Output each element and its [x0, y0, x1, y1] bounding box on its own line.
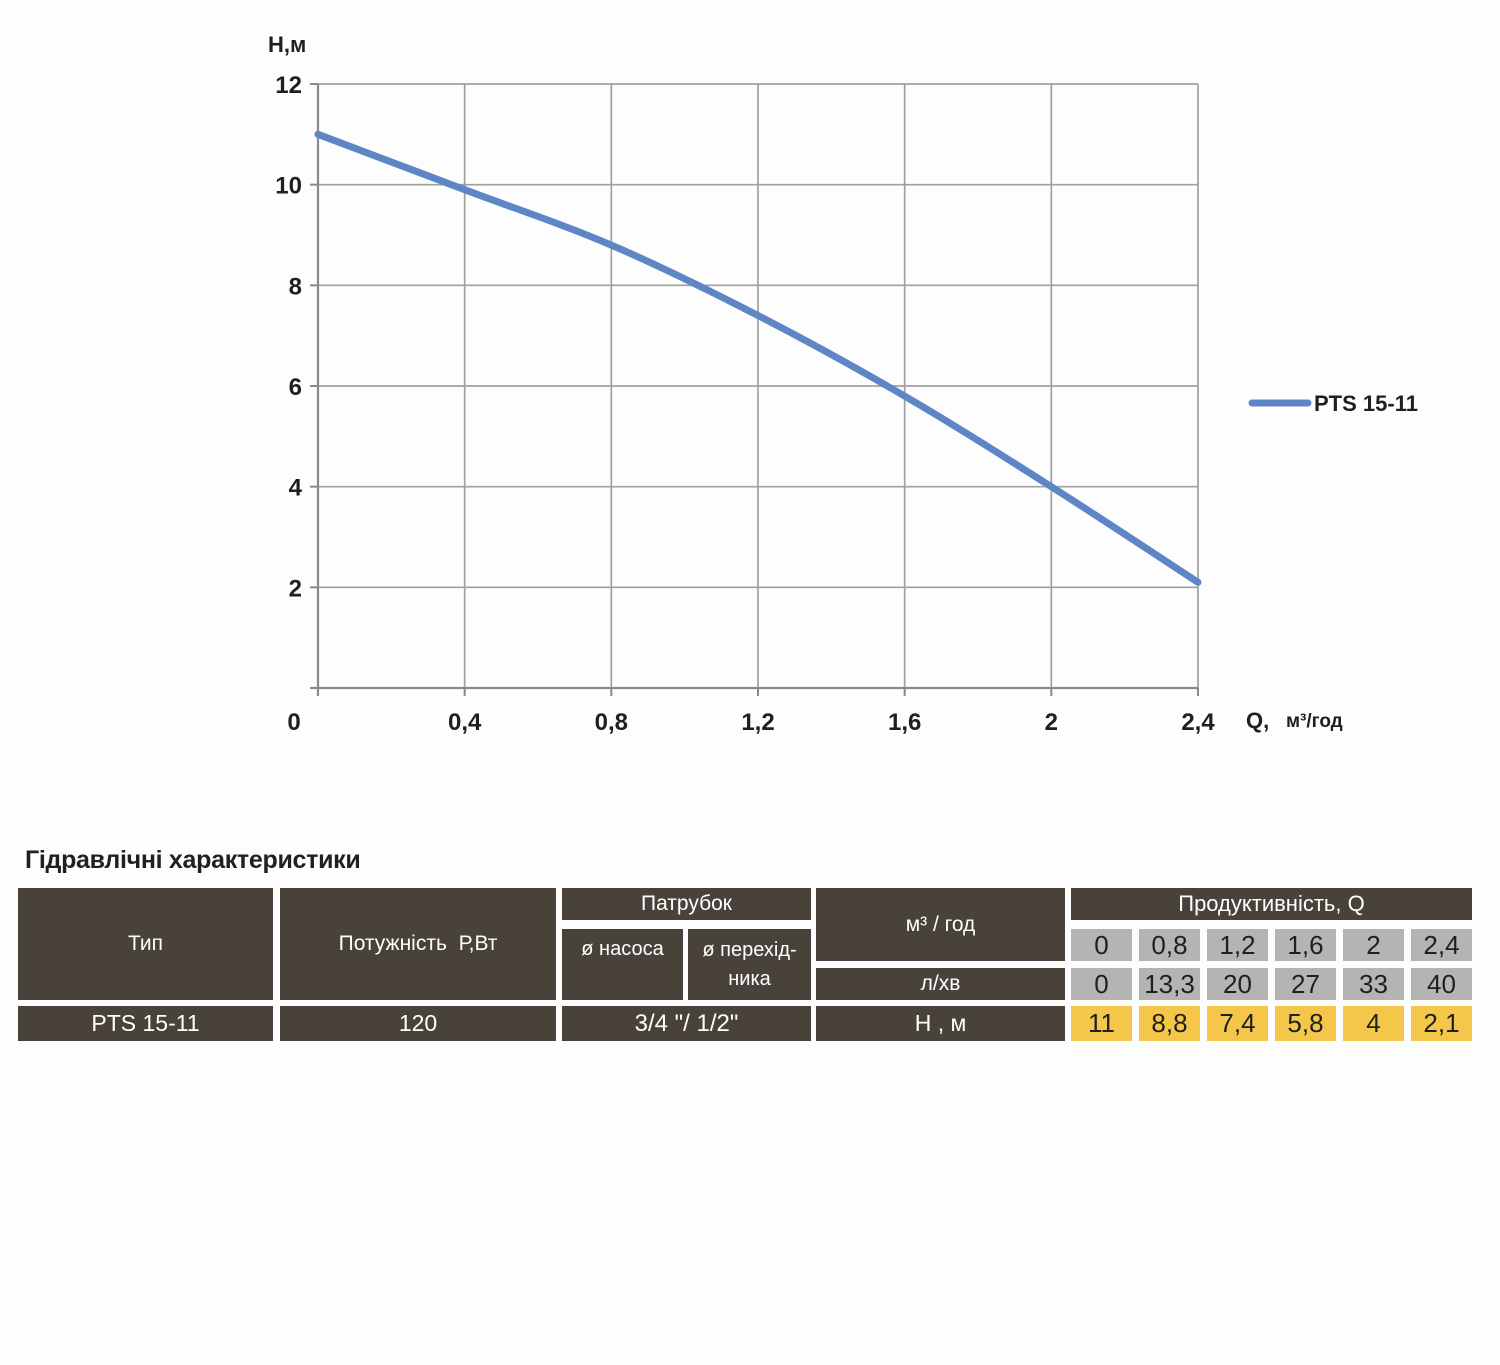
q-m3h-cell: 1,2 — [1207, 929, 1268, 961]
head-value-cell: 11 — [1071, 1006, 1132, 1041]
x-tick-label: 2 — [1045, 709, 1058, 736]
x-axis-title: Q, — [1246, 708, 1269, 733]
header-pipe-group: Патрубок — [562, 888, 811, 920]
x-tick-label: 2,4 — [1181, 709, 1215, 736]
header-pipe-adapter-line1: ø перехід- — [702, 939, 797, 961]
head-value-cell: 2,1 — [1411, 1006, 1472, 1041]
pump-curve — [314, 130, 1202, 586]
head-value-cell: 8,8 — [1139, 1006, 1200, 1041]
pump-curve-chart: 0 0,4 0,8 1,2 1,6 2 2,4 2 4 6 8 10 12 Н,м Q, м³/год… — [268, 32, 1418, 736]
header-pipe-adapter-line2: ника — [728, 968, 771, 990]
y-tick-label: 10 — [275, 173, 302, 200]
header-pipe-adapter: ø перехід- ника — [688, 929, 811, 1000]
legend: PTS 15-11 — [1248, 391, 1418, 416]
header-lmin: л/хв — [816, 968, 1065, 1000]
header-productivity: Продуктивність, Q — [1071, 888, 1472, 920]
y-tick-label: 12 — [275, 72, 302, 99]
y-axis-title: Н,м — [268, 32, 306, 57]
legend-label: PTS 15-11 — [1314, 391, 1418, 416]
x-axis-unit: м³/год — [1286, 711, 1343, 732]
q-lmin-cell: 0 — [1071, 968, 1132, 1000]
q-lmin-cell: 27 — [1275, 968, 1336, 1000]
q-m3h-cell: 2 — [1343, 929, 1404, 961]
x-tick-label: 1,6 — [888, 709, 921, 736]
row-pipe: 3/4 "/ 1/2" — [562, 1006, 811, 1041]
y-tick-label: 6 — [289, 374, 302, 401]
q-lmin-cell: 40 — [1411, 968, 1472, 1000]
q-m3h-cell: 0,8 — [1139, 929, 1200, 961]
gridlines — [318, 83, 1199, 688]
q-m3h-cell: 1,6 — [1275, 929, 1336, 961]
header-m3h: м³ / год — [816, 888, 1065, 961]
table-title: Гідравлічні характеристики — [25, 846, 361, 874]
q-m3h-cell: 0 — [1071, 929, 1132, 961]
header-power: Потужність Р,Вт — [280, 888, 556, 1000]
row-power: 120 — [280, 1006, 556, 1041]
y-tick-labels: 2 4 6 8 10 12 — [275, 72, 302, 602]
y-tick-label: 2 — [289, 575, 302, 602]
x-tick-label: 0 — [287, 709, 300, 736]
header-type: Тип — [18, 888, 273, 1000]
q-lmin-cell: 33 — [1343, 968, 1404, 1000]
q-lmin-cell: 20 — [1207, 968, 1268, 1000]
head-value-cell: 5,8 — [1275, 1006, 1336, 1041]
y-tick-label: 4 — [289, 475, 303, 502]
x-tick-label: 0,8 — [595, 709, 628, 736]
row-head-param: Н , м — [816, 1006, 1065, 1041]
axes — [310, 83, 1199, 696]
header-pipe-pump: ø насоса — [562, 929, 683, 1000]
x-tick-label: 0,4 — [448, 709, 482, 736]
head-value-cell: 4 — [1343, 1006, 1404, 1041]
q-lmin-cell: 13,3 — [1139, 968, 1200, 1000]
q-m3h-cell: 2,4 — [1411, 929, 1472, 961]
head-value-cell: 7,4 — [1207, 1006, 1268, 1041]
hydraulics-table: Тип Потужність Р,Вт Патрубок ø насоса ø … — [18, 888, 1472, 1041]
y-tick-label: 8 — [289, 273, 302, 300]
x-tick-labels: 0 0,4 0,8 1,2 1,6 2 2,4 — [287, 709, 1215, 736]
x-tick-label: 1,2 — [741, 709, 774, 736]
row-type: PTS 15-11 — [18, 1006, 273, 1041]
